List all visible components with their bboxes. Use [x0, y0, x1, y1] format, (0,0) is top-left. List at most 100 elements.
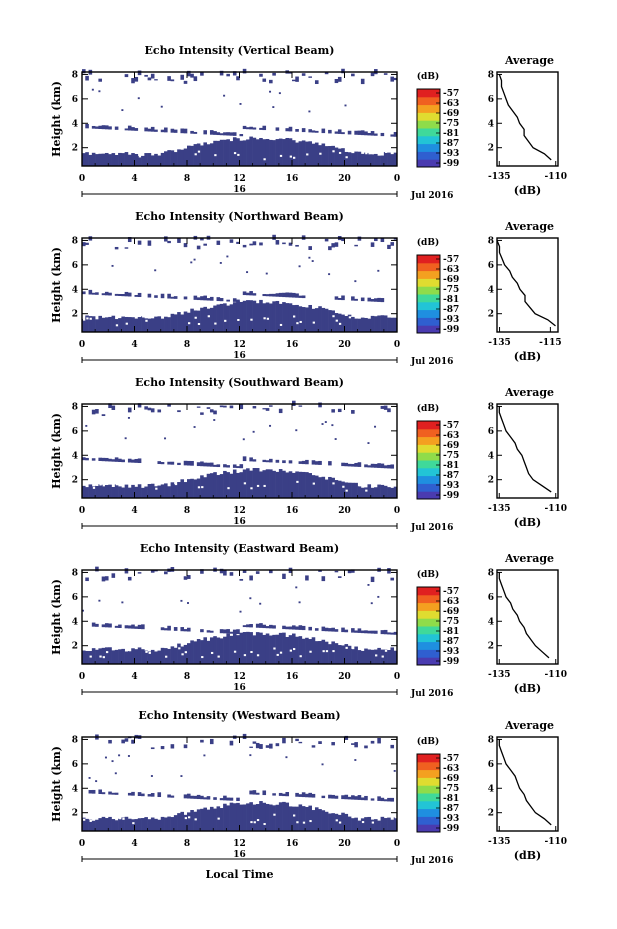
echo-cell: [265, 469, 270, 498]
echo-cell: [229, 304, 234, 332]
echo-cell: [121, 459, 125, 463]
echo-cell: [114, 484, 119, 498]
echo-cell: [193, 426, 196, 428]
echo-cell: [380, 797, 385, 802]
echo-cell: [269, 624, 273, 629]
echo-gap: [296, 821, 300, 824]
echo-cell: [301, 460, 306, 465]
echo-gap: [115, 324, 119, 327]
echo-cell: [206, 308, 211, 332]
echo-gap: [361, 483, 365, 486]
echo-cell: [344, 794, 349, 800]
echo-cell: [85, 315, 89, 332]
echo-cell: [101, 125, 106, 130]
echo-cell: [314, 461, 319, 465]
echo-cell: [160, 484, 165, 498]
echo-cell: [328, 273, 331, 276]
echo-cell: [278, 469, 283, 498]
echo-gap: [184, 817, 188, 820]
colorbar-tick-label: -75: [443, 451, 459, 461]
echo-cell: [285, 626, 290, 630]
colorbar-tick-label: -93: [443, 149, 459, 159]
echo-cell: [91, 458, 96, 461]
echo-cell: [282, 242, 286, 245]
echo-gap: [371, 821, 375, 824]
echo-cell: [301, 792, 306, 798]
echo-cell: [141, 624, 145, 630]
echo-cell: [173, 314, 178, 332]
echo-cell: [91, 292, 96, 295]
colorbar-segment: [417, 491, 440, 500]
average-y-tick-label: 6: [488, 760, 494, 770]
echo-cell: [239, 804, 244, 831]
echo-cell: [193, 811, 198, 831]
echo-cell: [160, 129, 165, 133]
echo-cell: [285, 292, 290, 298]
x-tick-label: 8: [184, 340, 190, 350]
average-profile-line: [498, 74, 552, 161]
echo-cell: [190, 145, 194, 166]
echo-cell: [229, 405, 234, 409]
echo-cell: [223, 464, 227, 468]
y-tick-label: 2: [72, 144, 78, 154]
echo-cell: [82, 817, 86, 831]
echo-cell: [262, 459, 267, 463]
echo-cell: [249, 802, 253, 831]
echo-cell: [367, 297, 372, 302]
colorbar-segment: [417, 800, 440, 810]
echo-gap: [371, 152, 375, 155]
echo-cell: [147, 819, 152, 831]
echo-cell: [167, 648, 171, 664]
x-tick-label: 12: [233, 672, 246, 682]
echo-cell: [246, 139, 250, 166]
colorbar-frame: [416, 420, 441, 500]
echo-cell: [390, 647, 395, 664]
echo-cell: [377, 737, 381, 744]
echo-cell: [318, 402, 322, 408]
colorbar-tick-label: -99: [443, 159, 459, 169]
colorbar-segment: [417, 444, 440, 453]
echo-cell: [318, 460, 322, 465]
echo-cell: [180, 811, 185, 831]
colorbar-tick-label: -81: [443, 461, 459, 471]
echo-gap: [250, 651, 254, 654]
echo-cell: [239, 632, 244, 664]
echo-cell: [249, 300, 253, 332]
echo-cell: [104, 457, 109, 462]
echo-cell: [216, 637, 221, 664]
average-profile-line: [498, 739, 552, 826]
echo-cell: [380, 237, 385, 243]
echo-cell: [269, 570, 273, 574]
echo-cell: [170, 795, 175, 798]
echo-cell: [150, 747, 155, 750]
average-y-tick-label: 2: [488, 642, 494, 652]
echo-cell: [154, 153, 158, 166]
echo-cell: [318, 306, 322, 332]
echo-cell: [334, 795, 339, 799]
echo-cell: [98, 125, 102, 129]
colorbar-segment: [417, 793, 440, 802]
echo-cell: [314, 475, 319, 498]
echo-cell: [344, 629, 349, 633]
y-tick-label: 2: [72, 642, 78, 652]
echo-gap: [89, 655, 93, 658]
echo-cell: [114, 792, 119, 795]
echo-cell: [104, 623, 109, 628]
echo-cell: [265, 626, 270, 629]
x-tick-label: 4: [131, 506, 137, 516]
echo-cell: [305, 637, 309, 664]
colorbar-tick-label: -93: [443, 315, 459, 325]
echo-cell: [223, 629, 227, 634]
y-tick-label: 8: [72, 568, 78, 578]
echo-cell: [108, 126, 112, 130]
echo-gap: [158, 151, 162, 154]
echo-cell: [232, 132, 237, 136]
echo-cell: [282, 801, 286, 831]
date-label: Jul 2016: [410, 191, 453, 201]
echo-cell: [160, 462, 165, 465]
echo-cell: [354, 318, 358, 332]
echo-cell: [104, 576, 109, 581]
echo-cell: [141, 649, 145, 664]
echo-cell: [98, 484, 102, 498]
echo-cell: [187, 812, 191, 831]
